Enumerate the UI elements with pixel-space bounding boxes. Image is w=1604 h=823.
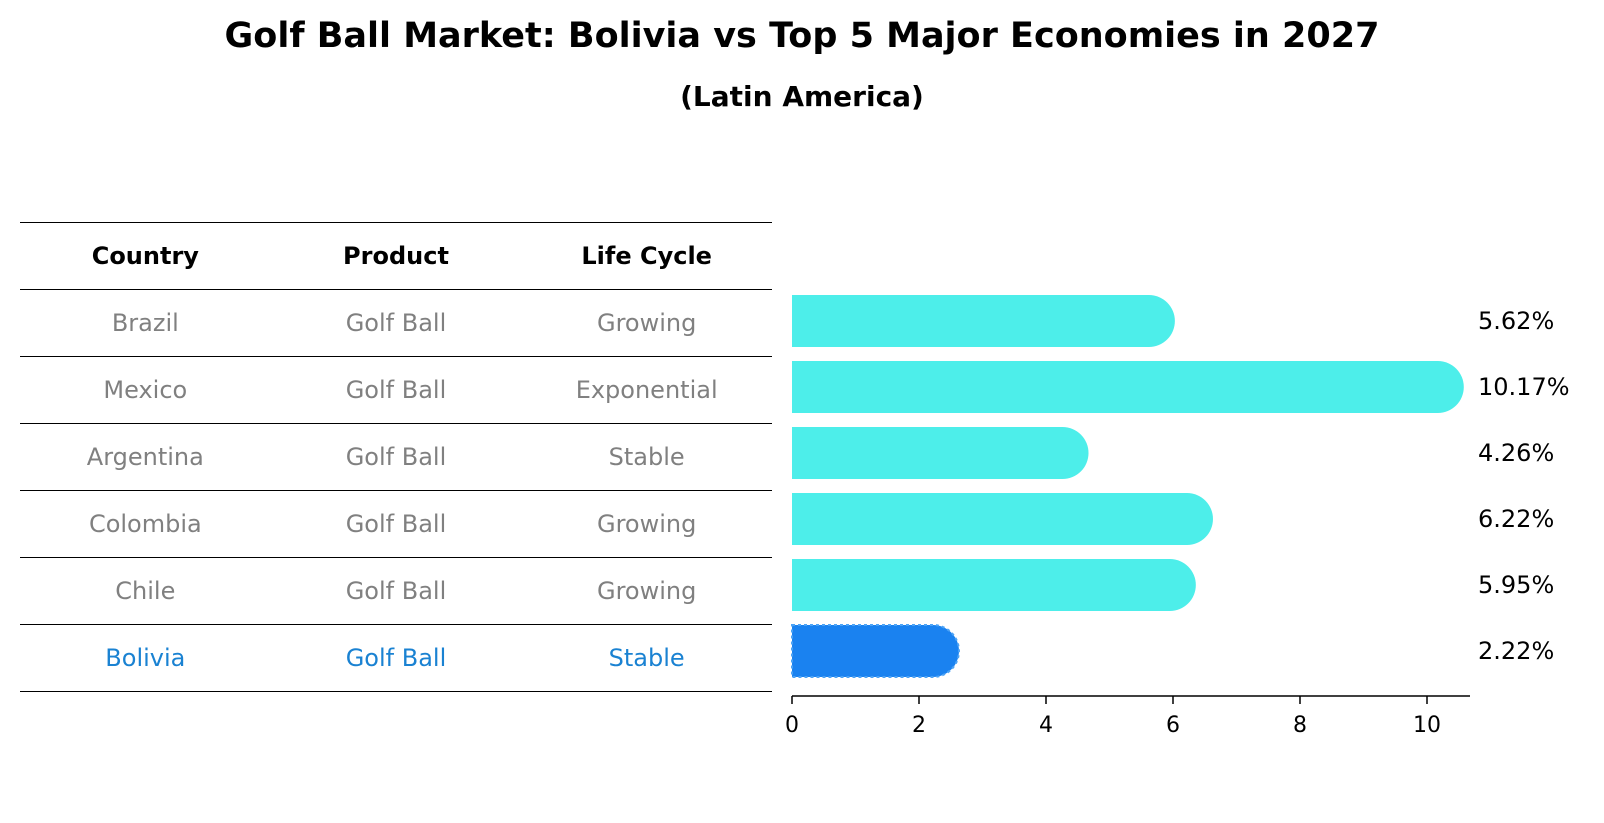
country-cell: Chile — [20, 557, 271, 625]
table-row-highlight: Bolivia Golf Ball Stable — [20, 624, 772, 692]
bar — [792, 559, 1196, 611]
country-cell: Argentina — [20, 423, 271, 491]
life-cycle-cell: Growing — [521, 557, 772, 625]
bar-value-label: 2.22% — [1478, 637, 1554, 665]
x-tick-label: 6 — [1166, 713, 1180, 738]
chart-title: Golf Ball Market: Bolivia vs Top 5 Major… — [224, 16, 1380, 56]
bar — [792, 427, 1089, 479]
life-cycle-cell: Exponential — [521, 356, 772, 424]
table-row: Colombia Golf Ball Growing — [20, 490, 772, 558]
life-cycle-cell: Growing — [521, 289, 772, 357]
x-tick-label: 8 — [1293, 713, 1307, 738]
table-row: Argentina Golf Ball Stable — [20, 423, 772, 491]
bar-value-label: 10.17% — [1478, 373, 1570, 401]
x-tick-label: 10 — [1413, 713, 1441, 738]
header-life-cycle: Life Cycle — [521, 222, 772, 290]
table-header-row: Country Product Life Cycle — [20, 222, 772, 290]
bar-value-label: 4.26% — [1478, 439, 1554, 467]
bar — [792, 493, 1213, 545]
country-cell: Brazil — [20, 289, 271, 357]
product-cell: Golf Ball — [270, 624, 522, 692]
bar-value-label: 5.62% — [1478, 307, 1554, 335]
product-cell: Golf Ball — [270, 557, 522, 625]
country-cell: Mexico — [20, 356, 271, 424]
bar-value-label: 6.22% — [1478, 505, 1554, 533]
x-tick-label: 2 — [912, 713, 926, 738]
table-row: Brazil Golf Ball Growing — [20, 289, 772, 357]
bar — [792, 295, 1175, 347]
bar-value-label: 5.95% — [1478, 571, 1554, 599]
product-cell: Golf Ball — [270, 490, 522, 558]
market-table: Country Product Life Cycle Brazil Golf B… — [20, 222, 772, 692]
x-tick-label: 0 — [785, 713, 799, 738]
table-row: Chile Golf Ball Growing — [20, 557, 772, 625]
product-cell: Golf Ball — [270, 423, 522, 491]
bar-highlight — [791, 624, 960, 678]
life-cycle-cell: Stable — [521, 423, 772, 491]
header-product: Product — [270, 222, 522, 290]
bar — [792, 361, 1464, 413]
country-cell: Colombia — [20, 490, 271, 558]
life-cycle-cell: Stable — [521, 624, 772, 692]
table-row: Mexico Golf Ball Exponential — [20, 356, 772, 424]
header-country: Country — [20, 222, 271, 290]
chart-subtitle: (Latin America) — [680, 80, 924, 113]
product-cell: Golf Ball — [270, 356, 522, 424]
x-tick-label: 4 — [1039, 713, 1053, 738]
product-cell: Golf Ball — [270, 289, 522, 357]
country-cell: Bolivia — [20, 624, 271, 692]
life-cycle-cell: Growing — [521, 490, 772, 558]
